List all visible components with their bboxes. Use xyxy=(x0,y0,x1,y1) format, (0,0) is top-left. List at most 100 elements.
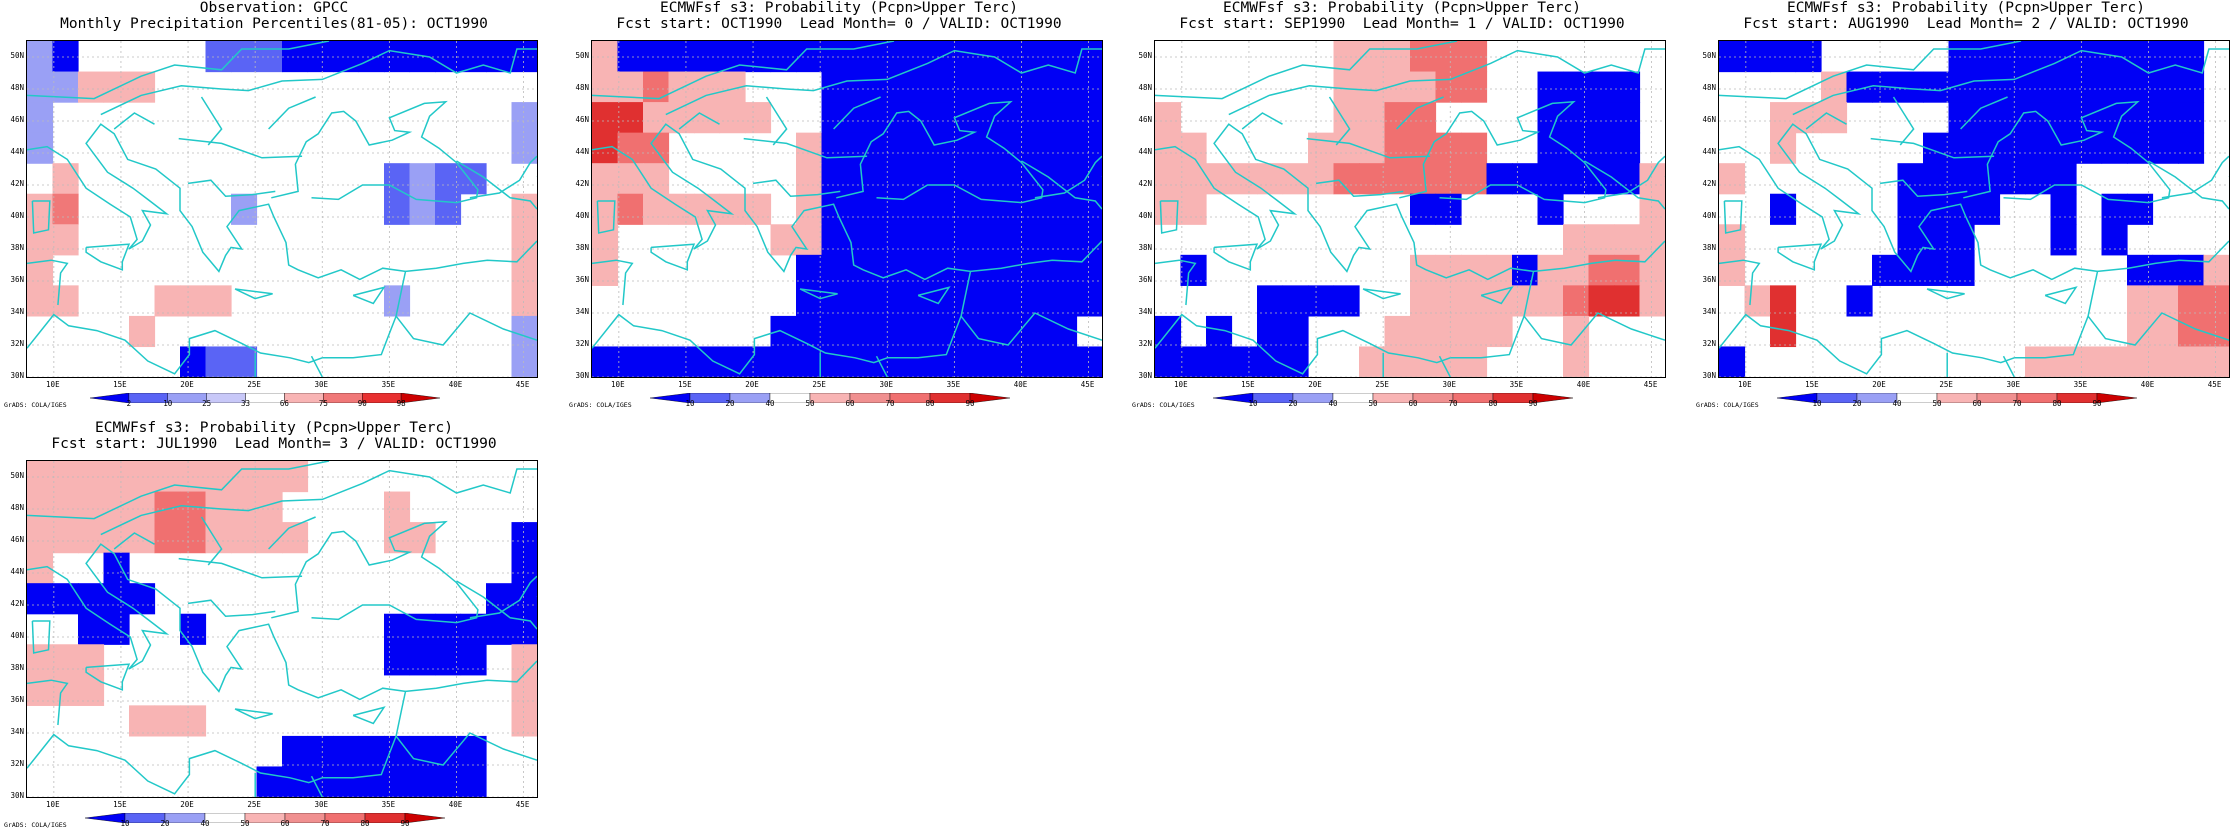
lon-tick-label: 30E xyxy=(314,380,329,389)
grid-cell xyxy=(1051,315,1078,348)
grid-cell xyxy=(770,41,797,73)
grid-cell xyxy=(384,41,411,73)
lon-tick-label: 40E xyxy=(448,800,463,809)
grid-cell xyxy=(2203,285,2229,317)
coastline xyxy=(1719,259,1761,306)
coastline xyxy=(456,580,537,630)
grid-cell xyxy=(1719,254,1746,286)
grid-cell xyxy=(1025,285,1052,317)
grid-cell xyxy=(460,644,487,676)
grid-cell xyxy=(923,41,950,73)
coastline xyxy=(833,96,881,130)
lat-tick-label: 32N xyxy=(10,759,24,768)
grid-cell xyxy=(1948,132,1975,164)
colorbar-label: 70 xyxy=(2012,399,2022,408)
coastline xyxy=(1034,155,1102,199)
colorbar-label: 70 xyxy=(320,819,330,828)
grid-cell xyxy=(78,613,105,645)
grid-cell xyxy=(694,41,721,73)
grid-cell xyxy=(1563,315,1590,348)
colorbar-label: 50 xyxy=(1932,399,1942,408)
lat-tick-label: 30N xyxy=(10,791,24,800)
coastline xyxy=(85,243,131,271)
grid-cell xyxy=(872,315,899,348)
panel-title-line2: Fcst start: SEP1990 Lead Month= 1 / VALI… xyxy=(1179,16,1625,32)
grid-cell xyxy=(1000,315,1027,348)
grid-cell xyxy=(1000,102,1027,134)
colorbar-segment xyxy=(404,812,446,824)
grid-cell xyxy=(668,193,695,225)
lat-tick-label: 36N xyxy=(1138,275,1152,284)
coastline xyxy=(234,288,273,300)
coastline xyxy=(1159,200,1179,234)
grid-cell xyxy=(974,71,1001,103)
grid-cell xyxy=(847,285,874,317)
grid-cell xyxy=(898,346,925,377)
grid-cell xyxy=(1180,254,1207,286)
lat-tick-label: 42N xyxy=(1702,179,1716,188)
grid-cell xyxy=(511,315,537,348)
grid-cell xyxy=(435,735,462,768)
colorbar-label: 90 xyxy=(965,399,975,408)
grid-cell xyxy=(898,193,925,225)
lon-tick-label: 35E xyxy=(2073,380,2088,389)
grid-cell xyxy=(1000,285,1027,317)
grid-cell xyxy=(384,522,411,554)
grid-cell xyxy=(1180,346,1207,377)
grid-cell xyxy=(231,491,258,523)
grid-cell xyxy=(974,285,1001,317)
coastline xyxy=(100,48,537,116)
coastline xyxy=(1777,243,1823,271)
grid-cell xyxy=(1308,132,1335,164)
grid-cell xyxy=(1076,41,1102,73)
coastline xyxy=(178,557,303,579)
lon-tick-label: 35E xyxy=(946,380,961,389)
coastline xyxy=(592,313,888,375)
lon-tick-label: 40E xyxy=(1576,380,1591,389)
coastline xyxy=(917,286,951,305)
grid-cell xyxy=(1461,346,1488,377)
coastline xyxy=(1396,96,1444,130)
coastline xyxy=(395,312,537,346)
colorbar-label: 50 xyxy=(1368,399,1378,408)
coastline xyxy=(352,706,386,725)
grid-cell xyxy=(1461,41,1488,73)
lat-tick-label: 30N xyxy=(575,371,589,380)
map-plot xyxy=(26,40,538,378)
coastline xyxy=(1723,200,1743,234)
colorbar-label: 70 xyxy=(1448,399,1458,408)
grid-cell xyxy=(2025,132,2052,164)
grid-cell xyxy=(719,346,746,377)
grid-cell xyxy=(435,644,462,676)
coastline xyxy=(405,240,537,273)
grid-cell xyxy=(2076,71,2103,103)
coastline xyxy=(469,575,537,619)
grid-cell xyxy=(2050,193,2077,225)
grid-cell xyxy=(1614,224,1641,256)
grid-cell xyxy=(643,193,670,225)
grid-cell xyxy=(1359,102,1386,134)
coastline xyxy=(1597,155,1665,199)
lon-tick-label: 15E xyxy=(113,800,127,809)
grid-cell xyxy=(129,71,156,103)
grid-cell xyxy=(511,346,537,377)
grid-cell xyxy=(27,71,54,103)
grid-cell xyxy=(27,522,54,554)
grid-cell xyxy=(1563,71,1590,103)
grid-cell xyxy=(52,163,79,195)
grid-cell xyxy=(1359,163,1386,195)
grid-cell xyxy=(1282,346,1309,377)
grid-cell xyxy=(511,583,537,615)
grid-cell xyxy=(1744,285,1771,317)
coastline xyxy=(1438,355,1451,377)
grid-cell xyxy=(1435,132,1462,164)
lon-tick-label: 15E xyxy=(113,380,127,389)
coastline xyxy=(27,461,330,520)
lon-tick-label: 20E xyxy=(180,800,194,809)
lon-tick-label: 20E xyxy=(1308,380,1322,389)
coastline xyxy=(113,532,155,550)
grid-cell xyxy=(1639,163,1665,195)
coastline xyxy=(970,240,1102,273)
grid-cell xyxy=(2076,41,2103,73)
colorbar-label: 40 xyxy=(200,819,210,828)
